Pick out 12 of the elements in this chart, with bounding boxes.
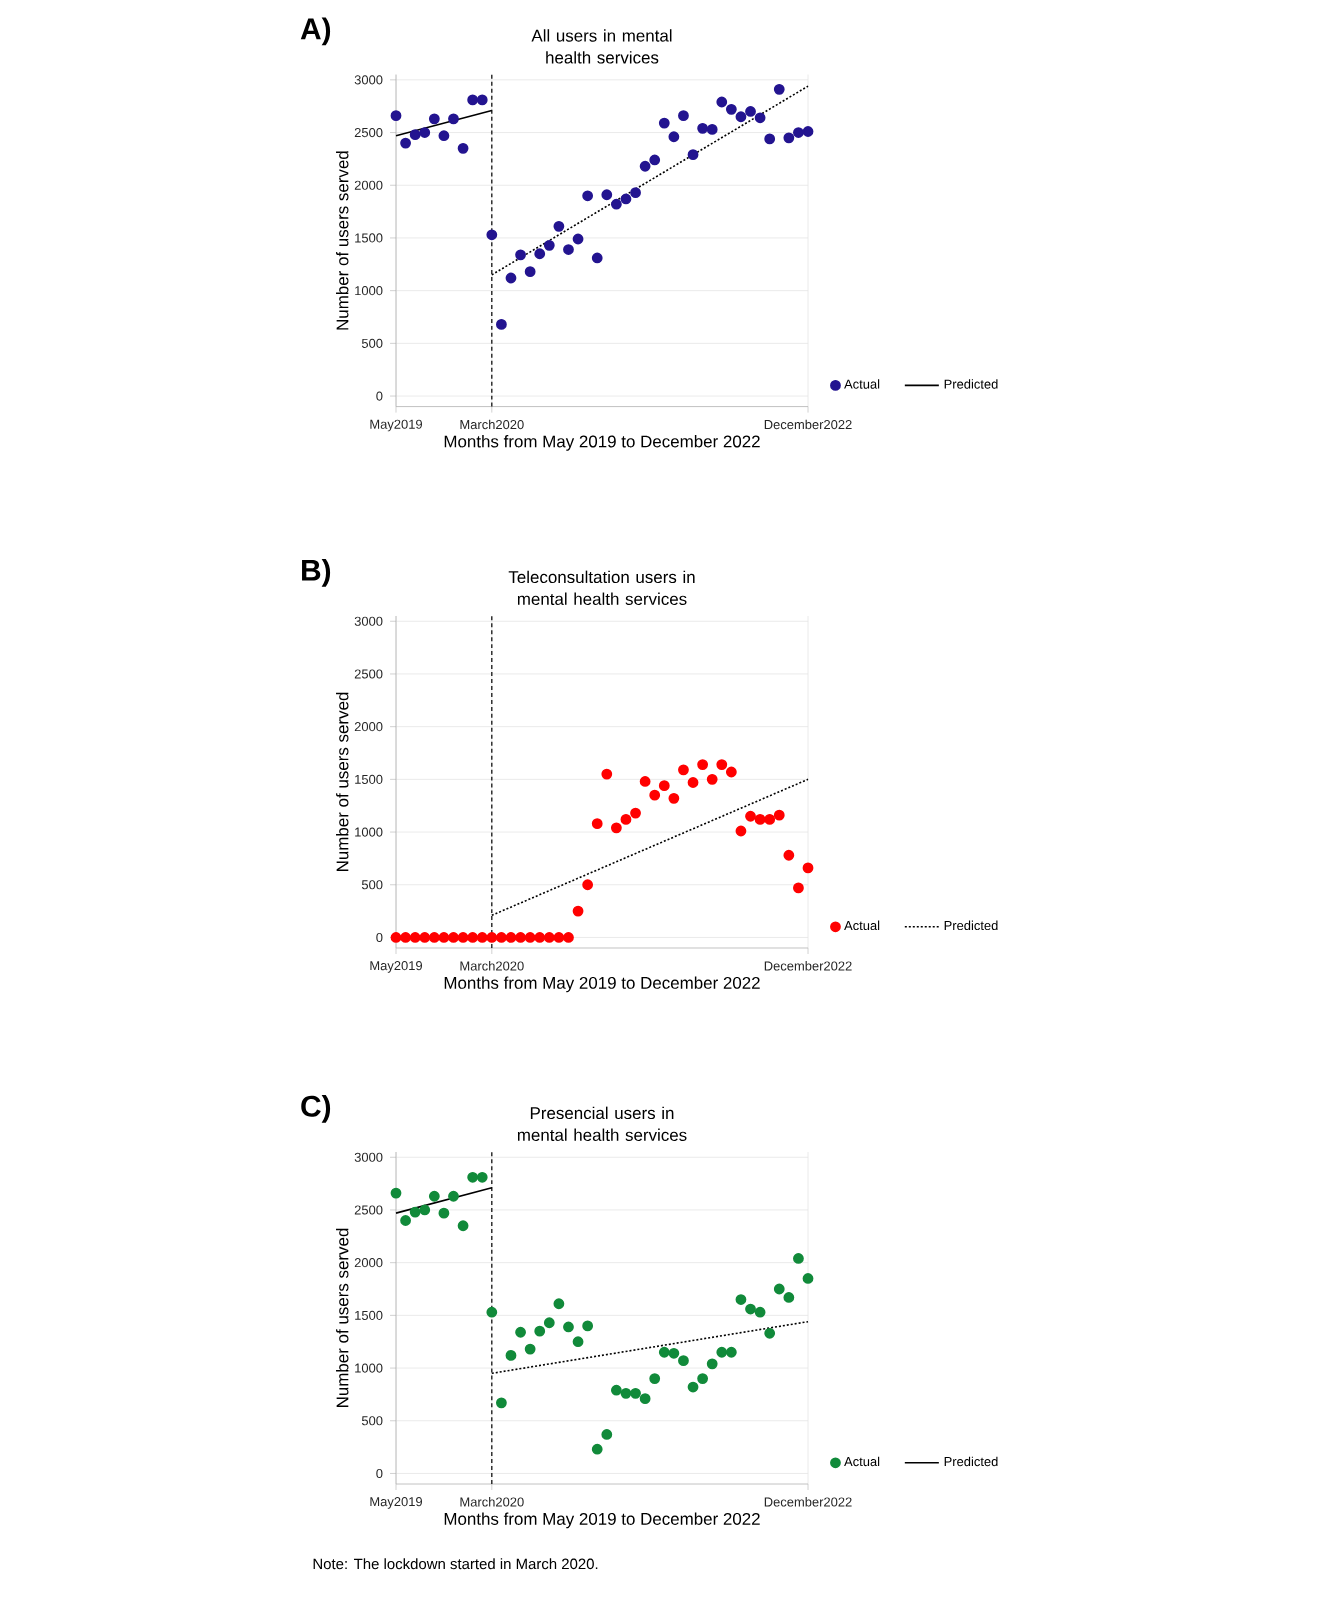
y-axis-title: Number of users served [336, 151, 349, 330]
chart-title: Presencial users in mental health services [517, 1106, 687, 1141]
y-axis-title: Number of users served [336, 1228, 349, 1407]
chart-title: All users in mental health services [531, 29, 672, 64]
x-axis-title: Months from May 2019 to December 2022 [444, 976, 760, 993]
text: C) [301, 1094, 331, 1123]
x-axis-title: Months from May 2019 to December 2022 [444, 1512, 760, 1529]
y-axis-title: Number of users served [336, 692, 349, 871]
text: A) [300, 17, 331, 46]
chart-title: Teleconsultation users in mental health services [508, 570, 695, 605]
x-axis-title: Months from May 2019 to December 2022 [444, 435, 760, 451]
text: B) [302, 558, 331, 587]
